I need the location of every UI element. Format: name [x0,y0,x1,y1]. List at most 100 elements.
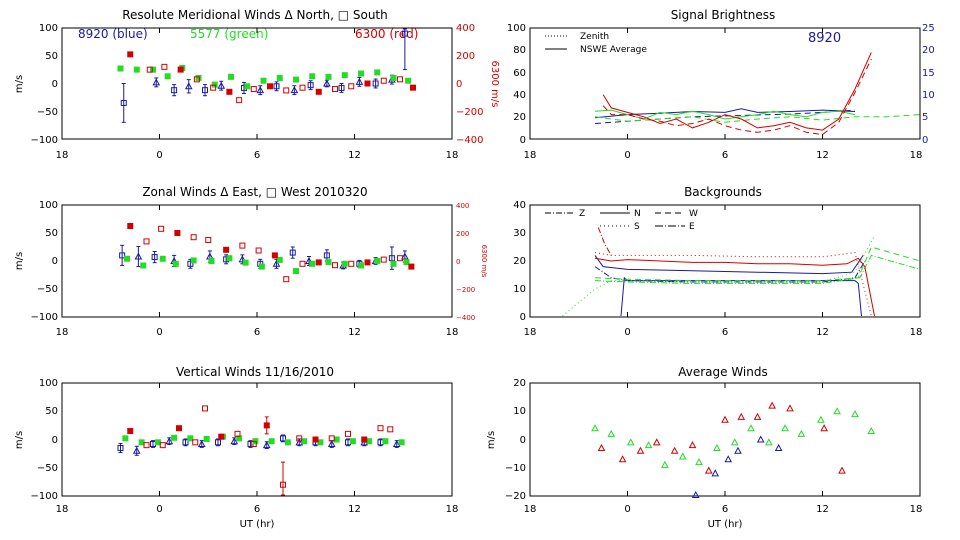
legend-zenith: Zenith [580,32,609,42]
meridional-y-ticks: 100 50 0 −50 −100 [31,23,58,146]
data-point-red [299,84,306,91]
series-line-green [562,235,875,317]
data-point-blue [238,255,247,263]
data-point-green [244,83,251,90]
data-point-green [122,435,129,442]
y2-tick: −200 [456,107,483,118]
legend-s: S [634,222,640,232]
average-panel: Average Winds 20 10 0 −10 −20 m/s 18 0 6… [486,365,922,530]
data-point-blue [230,437,239,445]
data-point-red [234,430,241,437]
x-tick: 6 [254,504,260,515]
data-point-red [361,436,368,443]
y2-tick: 10 [922,90,935,101]
backgrounds-plot-area [562,205,921,317]
data-point-red [143,238,150,245]
data-point-blue [724,455,733,463]
series-line-green [594,109,856,120]
data-point-green [164,73,171,80]
brightness-y-ticks: 100 80 60 40 20 0 [507,23,526,146]
data-point-green [390,74,397,81]
data-point-green [382,438,389,445]
y2-tick: 25 [922,23,935,34]
data-point-red [146,66,153,73]
data-point-green [730,438,739,446]
data-point-red [704,466,713,474]
data-point-blue [691,490,700,498]
zonal-y-ticks: 100 50 0 −50 −100 [31,200,58,323]
data-point-green [626,438,635,446]
data-point-red [332,262,338,269]
legend-e: E [689,222,695,232]
data-point-blue [392,439,401,448]
y-tick: 30 [513,228,526,239]
meridional-ylabel: m/s [14,75,25,93]
data-point-blue [262,441,271,449]
data-point-blue [184,82,193,90]
data-point-green [276,256,283,263]
data-point-blue [152,78,161,86]
series-line-green [594,246,921,282]
y-tick: 100 [39,200,58,211]
y-tick: −20 [505,491,526,502]
data-point-green [284,439,291,446]
x-tick: 18 [910,150,923,161]
data-point-red [387,426,394,433]
data-point-green [171,434,178,441]
data-point-blue [202,87,208,94]
vertical-x-ticks: 18 0 6 12 18 [56,504,459,515]
data-point-green [293,268,299,275]
average-x-ticks: 18 0 6 12 18 [524,504,923,515]
data-point-green [817,415,825,423]
legend-z: Z [579,209,585,219]
backgrounds-legend: Z N W S E [545,209,698,232]
data-point-red [397,76,403,83]
data-point-green [325,73,332,80]
data-point-green [867,426,876,435]
data-point-green [140,262,147,269]
y2-tick: 200 [456,51,475,62]
legend-w: W [689,209,698,219]
x-tick: 18 [446,504,459,515]
data-point-green [172,260,179,267]
data-point-green [591,424,599,432]
vertical-xlabel: UT (hr) [240,519,275,530]
data-point-blue [280,435,286,442]
data-point-red [226,88,233,95]
data-point-red [737,412,746,420]
average-xlabel: UT (hr) [708,519,743,530]
meridional-ylabel-right: 6300 m/s [489,61,500,108]
data-point-red [127,51,134,58]
data-point-red [410,84,416,91]
data-point-blue [774,443,783,451]
x-tick: 0 [624,504,630,515]
data-point-red [174,230,181,236]
data-point-blue [117,444,124,451]
series-line-red [594,257,875,317]
zonal-ylabel-right: 6300 m/s [480,245,488,278]
data-point-green [358,70,364,77]
y-tick: 0 [520,135,526,146]
data-point-blue [182,439,189,446]
data-point-green [208,258,215,264]
legend-6300: 6300 (red) [355,27,418,41]
x-tick: 12 [348,504,361,515]
data-point-red [688,441,697,449]
data-point-red [283,276,290,283]
data-point-green [366,438,373,445]
backgrounds-x-ticks: 18 0 6 12 18 [524,327,923,338]
data-point-red [267,83,273,90]
data-point-red [348,83,355,90]
x-tick: 6 [722,504,728,515]
y-tick: −100 [31,312,58,323]
brightness-panel: Signal Brightness Zenith NSWE Average 89… [507,8,935,161]
legend-n: N [634,209,641,219]
backgrounds-panel: Backgrounds Z N W S E 40 30 20 10 0 18 0… [513,185,922,338]
series-line-red [602,52,872,131]
data-point-blue [327,439,336,448]
y-tick: 0 [52,79,58,90]
data-point-green [747,424,755,432]
data-point-green [607,429,616,437]
data-point-red [296,435,303,442]
x-tick: 6 [722,150,728,161]
